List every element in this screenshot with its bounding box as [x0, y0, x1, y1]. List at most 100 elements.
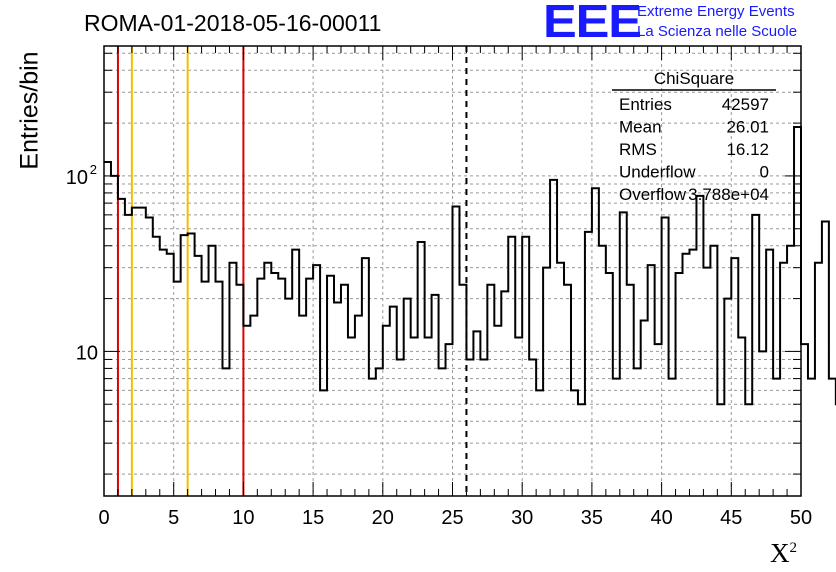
histogram-bin: [306, 279, 313, 496]
histogram-bin: [564, 285, 571, 496]
x-tick-label: 50: [790, 507, 812, 529]
histogram-bin: [271, 273, 278, 496]
histogram-bin: [104, 162, 111, 496]
histogram-bin: [397, 359, 404, 496]
histogram-bin: [111, 176, 118, 496]
histogram-bin: [446, 344, 453, 496]
histogram-bin: [543, 268, 550, 496]
histogram-bin: [613, 379, 620, 496]
stats-row-label: Entries: [619, 95, 672, 114]
histogram-bin: [425, 338, 432, 496]
histogram-bin: [648, 265, 655, 496]
histogram-bin: [174, 282, 181, 496]
histogram-bin: [780, 263, 787, 496]
histogram-bin: [676, 273, 683, 496]
stats-box: ChiSquare Entries 42597 Mean 26.01 RMS 16.12 Un…: [612, 69, 776, 204]
histogram-bars: [104, 126, 836, 496]
chart-title: ROMA-01-2018-05-16-00011: [84, 10, 382, 36]
histogram-bin: [216, 282, 223, 496]
histogram-bin: [592, 188, 599, 496]
histogram-bin: [257, 279, 264, 496]
histogram-bin: [132, 208, 139, 496]
x-tick-label: 15: [302, 507, 324, 529]
histogram-bin: [501, 291, 508, 496]
histogram-bin: [118, 199, 125, 496]
histogram-bin: [369, 379, 376, 496]
vertical-markers: [116, 46, 468, 496]
stats-row-value: 3.788e+04: [688, 185, 769, 204]
histogram-bin: [195, 256, 202, 496]
histogram-bin: [515, 338, 522, 496]
histogram-bin: [355, 316, 362, 496]
x-tick-label: 35: [581, 507, 603, 529]
histogram-bin: [292, 250, 299, 496]
histogram-bin: [348, 338, 355, 496]
stats-row-label: RMS: [619, 140, 657, 159]
histogram-bin: [487, 285, 494, 496]
histogram-bin: [550, 180, 557, 496]
histogram-bin: [236, 285, 243, 496]
x-tick-label: 20: [372, 507, 394, 529]
x-tick-label: 40: [650, 507, 672, 529]
histogram-bin: [794, 127, 801, 496]
histogram-bin: [662, 217, 669, 496]
histogram-bin: [209, 246, 216, 496]
x-tick-label: 25: [441, 507, 463, 529]
histogram-bin: [773, 379, 780, 496]
eee-logo-icon: EEE: [543, 0, 642, 47]
stats-row-label: Overflow: [619, 185, 687, 204]
histogram-bin: [829, 379, 836, 496]
histogram-bin: [787, 246, 794, 496]
histogram-bin: [160, 250, 167, 496]
histogram-bin: [641, 321, 648, 496]
histogram-bin: [536, 390, 543, 496]
histogram-bin: [815, 263, 822, 496]
histogram-bin: [585, 232, 592, 496]
logo-text-line1: Extreme Energy Events: [637, 3, 795, 20]
histogram-bin: [731, 258, 738, 496]
histogram-bin: [710, 246, 717, 496]
histogram-bin: [362, 258, 369, 496]
stats-row-label: Underflow: [619, 163, 696, 182]
histogram-bin: [703, 268, 710, 496]
histogram-bin: [459, 285, 466, 496]
histogram-bin: [508, 237, 515, 496]
histogram-bin: [689, 250, 696, 496]
histogram-outline: [104, 126, 836, 406]
stats-row-value: 0: [760, 163, 769, 182]
histogram-bin: [243, 326, 250, 496]
histogram-bin: [264, 263, 271, 496]
histogram-bin: [229, 263, 236, 496]
histogram-bin: [759, 351, 766, 496]
histogram-bin: [473, 331, 480, 496]
histogram-bin: [278, 279, 285, 496]
histogram-bin: [522, 237, 529, 496]
histogram-bin: [557, 263, 564, 496]
histogram-bin: [655, 344, 662, 496]
x-tick-label: 0: [98, 507, 109, 529]
stats-row-value: 16.12: [726, 140, 769, 159]
x-axis-label-superscript: 2: [789, 540, 798, 556]
histogram-bin: [480, 359, 487, 496]
histogram-bin: [411, 338, 418, 496]
histogram-bin: [153, 237, 160, 496]
histogram-bin: [724, 299, 731, 496]
histogram-bin: [620, 212, 627, 496]
histogram-bin: [439, 368, 446, 496]
histogram-bin: [745, 404, 752, 496]
histogram-bin: [181, 235, 188, 496]
histogram-bin: [404, 299, 411, 496]
y-tick-exponent: 2: [90, 162, 97, 177]
histogram-bin: [285, 299, 292, 496]
histogram-bin: [167, 254, 174, 496]
histogram-bin: [299, 316, 306, 496]
histogram-bin: [696, 196, 703, 496]
x-tick-label: 45: [720, 507, 742, 529]
x-tick-label: 30: [511, 507, 533, 529]
histogram-bin: [418, 242, 425, 496]
histogram-bin: [529, 359, 536, 496]
stats-row-label: Mean: [619, 118, 662, 137]
histogram-bin: [313, 265, 320, 496]
histogram-bin: [571, 390, 578, 496]
